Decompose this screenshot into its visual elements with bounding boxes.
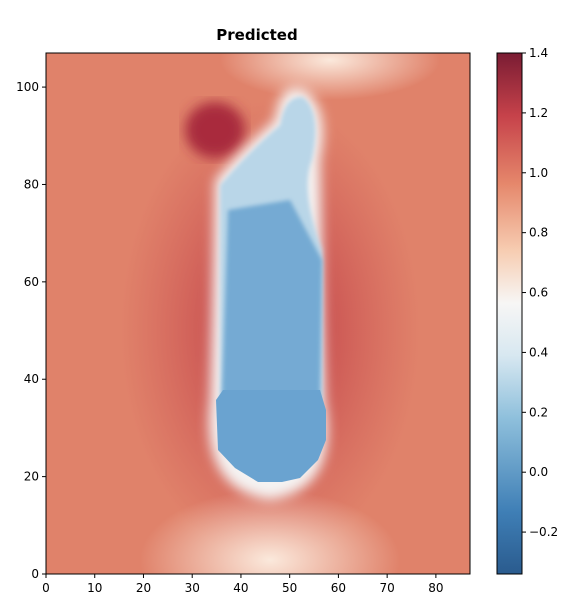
- x-tick-label: 20: [136, 581, 151, 595]
- y-tick-label: 0: [31, 567, 39, 581]
- x-tick-label: 10: [87, 581, 102, 595]
- colorbar-tick-label: 0.6: [529, 286, 548, 300]
- colorbar-tick-label: 1.4: [529, 46, 548, 60]
- x-tick-label: 80: [428, 581, 443, 595]
- y-tick-label: 40: [24, 372, 39, 386]
- y-tick-label: 80: [24, 177, 39, 191]
- chart-title: Predicted: [216, 26, 297, 44]
- heatmap-image: [46, 53, 470, 574]
- colorbar-tick-label: 1.0: [529, 166, 548, 180]
- colorbar-tick-label: 0.4: [529, 345, 548, 359]
- axes-frame: [45, 52, 471, 575]
- colorbar-tick-label: 0.2: [529, 405, 548, 419]
- x-tick-label: 50: [282, 581, 297, 595]
- colorbar-tick-label: 0.0: [529, 465, 548, 479]
- x-tick-label: 0: [42, 581, 50, 595]
- colorbar-tick-label: −0.2: [529, 525, 558, 539]
- colorbar: [496, 52, 523, 575]
- x-tick-label: 70: [380, 581, 395, 595]
- y-tick-label: 20: [24, 470, 39, 484]
- x-tick-label: 40: [233, 581, 248, 595]
- x-tick-label: 60: [331, 581, 346, 595]
- colorbar-tick-label: 1.2: [529, 106, 548, 120]
- x-tick-label: 30: [185, 581, 200, 595]
- y-tick-label: 100: [16, 80, 39, 94]
- y-tick-label: 60: [24, 275, 39, 289]
- colorbar-tick-label: 0.8: [529, 226, 548, 240]
